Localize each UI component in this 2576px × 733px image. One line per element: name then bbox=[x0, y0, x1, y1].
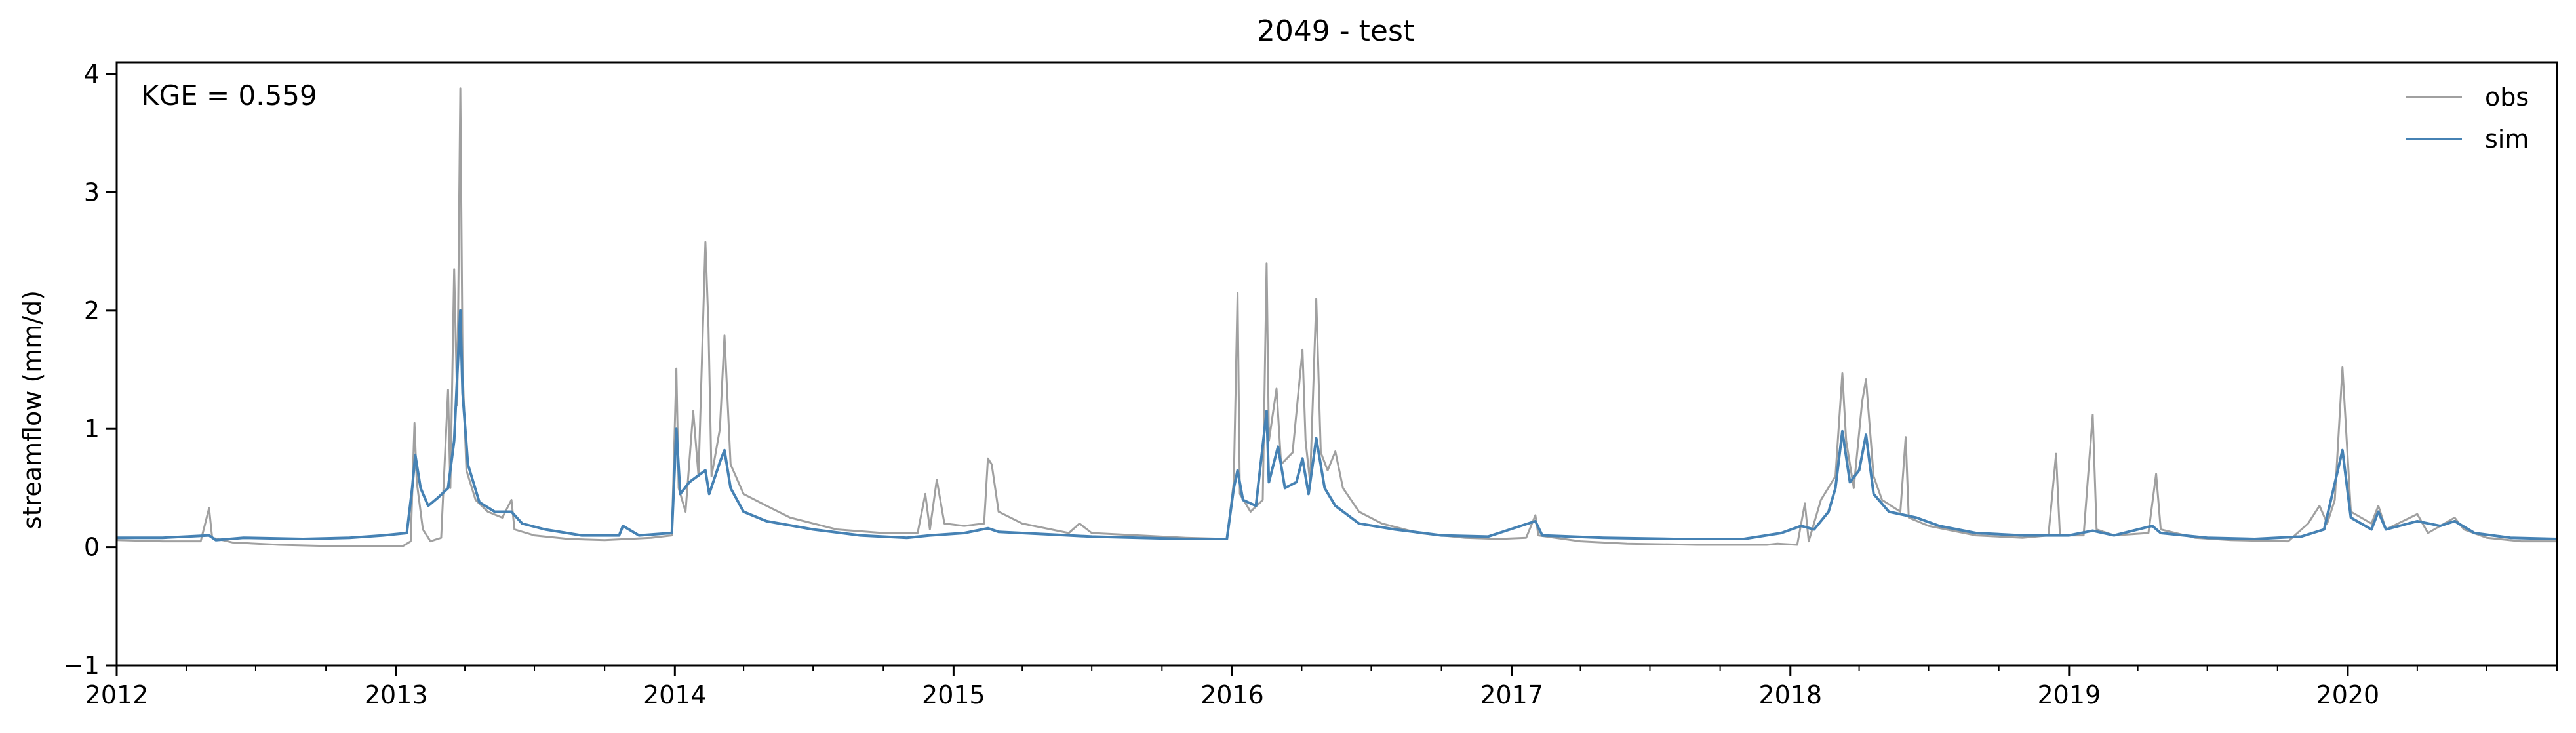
x-tick-label: 2020 bbox=[2316, 681, 2380, 709]
y-tick-label: 0 bbox=[84, 533, 100, 562]
y-tick-label: 3 bbox=[84, 178, 100, 207]
series-line-sim bbox=[117, 309, 2557, 542]
legend: obs sim bbox=[2406, 83, 2529, 153]
x-tick-label: 2017 bbox=[1480, 681, 1543, 709]
x-tick-label: 2013 bbox=[365, 681, 428, 709]
y-tick-label: 2 bbox=[84, 296, 100, 325]
legend-label-sim: sim bbox=[2485, 125, 2529, 153]
y-tick-label: 1 bbox=[84, 414, 100, 443]
legend-label-obs: obs bbox=[2485, 83, 2529, 111]
x-tick-label: 2014 bbox=[643, 681, 707, 709]
x-tick-label: 2012 bbox=[85, 681, 149, 709]
x-tick-label: 2018 bbox=[1758, 681, 1822, 709]
plot-lines bbox=[117, 87, 2557, 547]
plot-frame bbox=[115, 61, 2558, 667]
x-tick-label: 2016 bbox=[1200, 681, 1264, 709]
y-axis-label: streamflow (mm/d) bbox=[18, 290, 47, 529]
x-tick-label: 2019 bbox=[2037, 681, 2101, 709]
series-line-obs bbox=[117, 87, 2557, 547]
y-tick-label: 4 bbox=[84, 60, 100, 89]
x-axis: 2012 2013 2014 2015 2016 2017 2018 2019 2020 bbox=[85, 665, 2558, 709]
y-tick-label: −1 bbox=[63, 651, 100, 680]
chart-title: 2049 - test bbox=[1257, 14, 1414, 48]
kge-annotation: KGE = 0.559 bbox=[141, 79, 317, 111]
y-axis: −1 0 1 2 3 4 bbox=[63, 60, 117, 680]
x-tick-label: 2015 bbox=[922, 681, 985, 709]
